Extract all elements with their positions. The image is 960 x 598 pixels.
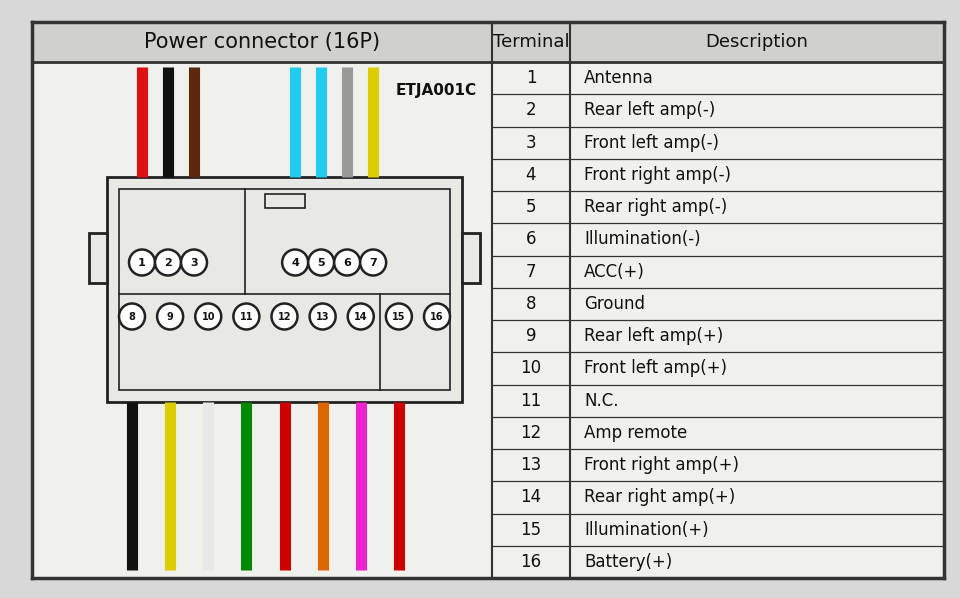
Text: 6: 6: [344, 258, 351, 267]
Text: Illumination(-): Illumination(-): [584, 230, 701, 248]
Bar: [265, 194, 304, 208]
Text: Rear left amp(-): Rear left amp(-): [584, 102, 715, 120]
Circle shape: [155, 249, 181, 276]
Text: 5: 5: [318, 258, 325, 267]
Circle shape: [386, 304, 412, 329]
Text: Battery(+): Battery(+): [584, 553, 672, 571]
Text: 13: 13: [316, 312, 329, 322]
Text: 2: 2: [164, 258, 172, 267]
Text: 9: 9: [526, 327, 537, 345]
Text: 16: 16: [430, 312, 444, 322]
Bar: [119, 189, 450, 390]
Text: 7: 7: [526, 263, 537, 280]
Text: 1: 1: [138, 258, 146, 267]
Text: 10: 10: [520, 359, 541, 377]
Text: Description: Description: [706, 33, 808, 51]
Bar: [462, 233, 480, 283]
Circle shape: [119, 304, 145, 329]
Text: Front left amp(+): Front left amp(+): [584, 359, 727, 377]
Text: 5: 5: [526, 198, 537, 216]
Text: Rear left amp(+): Rear left amp(+): [584, 327, 723, 345]
Text: ETJA001C: ETJA001C: [396, 83, 477, 97]
Text: Front left amp(-): Front left amp(-): [584, 133, 719, 152]
Text: 14: 14: [354, 312, 368, 322]
Text: Illumination(+): Illumination(+): [584, 521, 708, 539]
Text: 12: 12: [277, 312, 291, 322]
Text: Rear right amp(-): Rear right amp(-): [584, 198, 728, 216]
Text: 8: 8: [526, 295, 537, 313]
Text: N.C.: N.C.: [584, 392, 618, 410]
Text: Front right amp(+): Front right amp(+): [584, 456, 739, 474]
Circle shape: [272, 304, 298, 329]
Bar: [32, 22, 944, 62]
Bar: [107, 177, 462, 402]
Text: Front right amp(-): Front right amp(-): [584, 166, 731, 184]
Circle shape: [334, 249, 360, 276]
Text: 12: 12: [520, 424, 541, 442]
Circle shape: [360, 249, 386, 276]
Text: 14: 14: [520, 489, 541, 507]
Text: 4: 4: [291, 258, 300, 267]
Text: sta: sta: [34, 24, 102, 62]
Text: ACC(+): ACC(+): [584, 263, 645, 280]
Text: 3: 3: [526, 133, 537, 152]
Text: 11: 11: [520, 392, 541, 410]
Circle shape: [310, 304, 336, 329]
Text: 4: 4: [526, 166, 537, 184]
Text: Terminal: Terminal: [492, 33, 569, 51]
Text: 1: 1: [526, 69, 537, 87]
Text: 6: 6: [526, 230, 537, 248]
Circle shape: [348, 304, 373, 329]
Text: Antenna: Antenna: [584, 69, 654, 87]
Text: Ground: Ground: [584, 295, 645, 313]
Text: 15: 15: [520, 521, 541, 539]
Circle shape: [129, 249, 155, 276]
Text: Rear right amp(+): Rear right amp(+): [584, 489, 735, 507]
Text: 2: 2: [526, 102, 537, 120]
Circle shape: [157, 304, 183, 329]
Circle shape: [181, 249, 207, 276]
Circle shape: [233, 304, 259, 329]
Text: Power connector (16P): Power connector (16P): [144, 32, 380, 52]
Text: 10: 10: [202, 312, 215, 322]
Text: 16: 16: [520, 553, 541, 571]
Text: 15: 15: [392, 312, 406, 322]
Circle shape: [195, 304, 221, 329]
Bar: [89, 233, 107, 283]
Circle shape: [424, 304, 450, 329]
Circle shape: [308, 249, 334, 276]
Text: Amp remote: Amp remote: [584, 424, 687, 442]
Text: 8: 8: [129, 312, 135, 322]
Text: 13: 13: [520, 456, 541, 474]
Circle shape: [282, 249, 308, 276]
Text: 9: 9: [167, 312, 174, 322]
Text: 7: 7: [370, 258, 377, 267]
Text: 11: 11: [240, 312, 253, 322]
Text: 3: 3: [190, 258, 198, 267]
